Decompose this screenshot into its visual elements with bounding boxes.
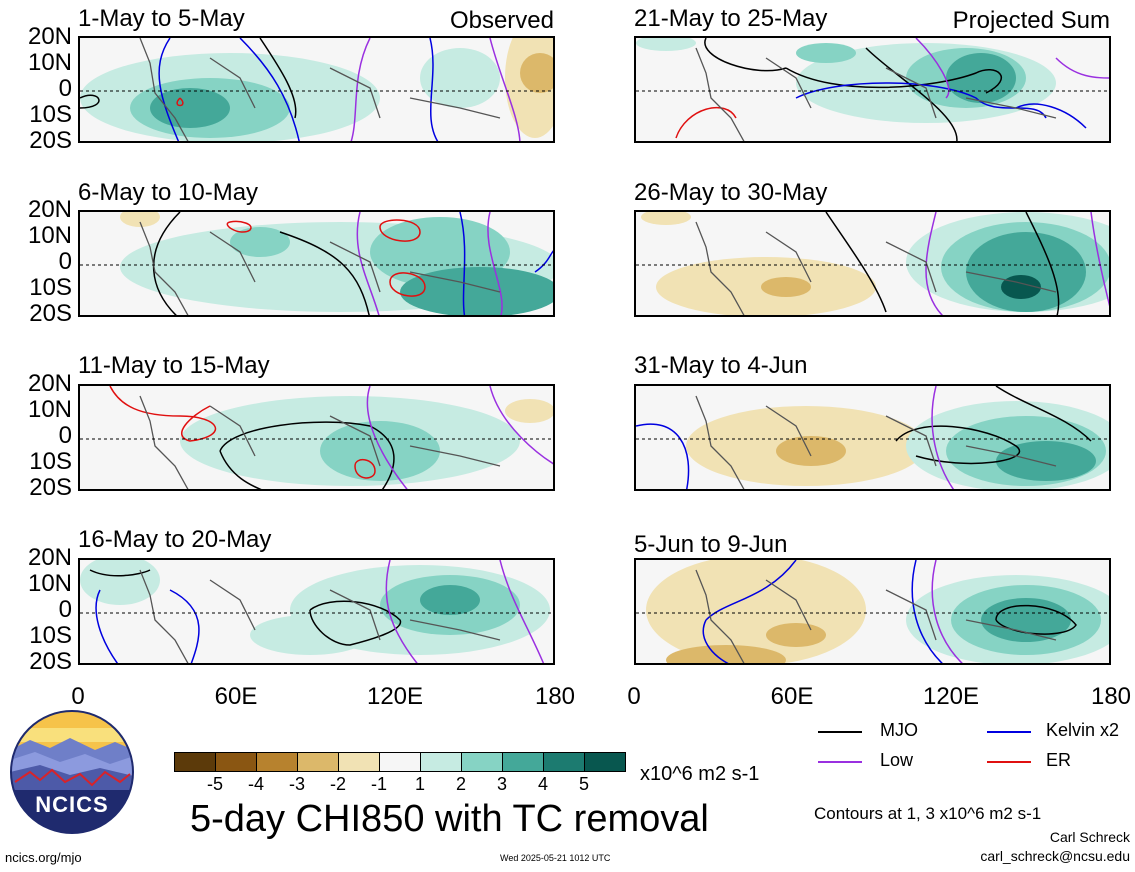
panel-tag-projected: Projected Sum <box>952 7 1110 34</box>
lat-label: 20S <box>29 300 72 327</box>
colorbar-tick-label: -4 <box>247 774 264 794</box>
colorbar-cell <box>461 752 503 772</box>
colorbar-cell <box>584 752 626 772</box>
lat-label: 20N <box>27 23 72 50</box>
colorbar-units: x10^6 m2 s-1 <box>640 763 760 785</box>
panel-title-1: 1-May to 5-May <box>78 5 245 32</box>
panel-title-7: 31-May to 4-Jun <box>634 352 808 379</box>
legend-label-kelvin: Kelvin x2 <box>1046 720 1120 740</box>
panel-title-4: 16-May to 20-May <box>78 526 272 553</box>
lon-label: 0 <box>627 683 641 710</box>
legend-line-er <box>987 761 1031 763</box>
lon-label: 120E <box>366 683 424 710</box>
lon-label: 0 <box>71 683 85 710</box>
colorbar-tick-label: 4 <box>537 774 548 794</box>
legend-label-low: Low <box>880 750 914 770</box>
lon-label: 180 <box>534 683 576 710</box>
panel-title-6: 26-May to 30-May <box>634 179 828 206</box>
map-panel-2 <box>78 210 555 317</box>
lat-label: 10N <box>27 396 72 423</box>
colorbar-cell <box>543 752 585 772</box>
legend-label-mjo: MJO <box>880 720 918 740</box>
author-email: carl_schreck@ncsu.edu <box>980 848 1130 864</box>
lat-label: 10N <box>27 570 72 597</box>
lat-label: 20S <box>29 474 72 501</box>
author-name: Carl Schreck <box>1049 829 1130 845</box>
colorbar-cell <box>297 752 339 772</box>
page-title: 5-day CHI850 with TC removal <box>190 798 709 840</box>
legend-line-mjo <box>818 731 862 733</box>
map-panel-7 <box>634 384 1111 491</box>
map-panel-4 <box>78 558 555 665</box>
lat-label: 10S <box>29 448 72 475</box>
colorbar-cell <box>256 752 298 772</box>
ncics-logo: NCICS <box>10 710 134 834</box>
colorbar-cell <box>379 752 421 772</box>
lat-label: 10N <box>27 49 72 76</box>
colorbar-cell <box>502 752 544 772</box>
lat-label: 10S <box>29 101 72 128</box>
colorbar-cell <box>174 752 216 772</box>
colorbar-tick-label: -1 <box>370 774 387 794</box>
lat-label: 0 <box>58 75 72 102</box>
contour-note: Contours at 1, 3 x10^6 m2 s-1 <box>814 804 1042 823</box>
colorbar-tick-label: 1 <box>414 774 425 794</box>
lon-label: 60E <box>214 683 258 710</box>
lat-label: 0 <box>58 248 72 275</box>
logo-text: NCICS <box>35 792 109 817</box>
lat-label: 10N <box>27 222 72 249</box>
legend-label-er: ER <box>1046 750 1072 770</box>
map-panel-6 <box>634 210 1111 317</box>
colorbar-tick-label: 5 <box>578 774 589 794</box>
panel-title-3: 11-May to 15-May <box>78 352 270 379</box>
panel-tag-observed: Observed <box>449 7 554 34</box>
colorbar-cell <box>215 752 257 772</box>
lat-label: 0 <box>58 596 72 623</box>
lat-label: 20N <box>27 544 72 571</box>
legend-line-kelvin <box>987 731 1031 733</box>
colorbar-cell <box>420 752 462 772</box>
colorbar-tick-label: -5 <box>206 774 223 794</box>
legend-line-low <box>818 761 862 763</box>
colorbar-cell <box>338 752 380 772</box>
lon-label: 60E <box>770 683 814 710</box>
lat-label: 0 <box>58 422 72 449</box>
map-panel-8 <box>634 558 1111 665</box>
colorbar-tick-label: 2 <box>455 774 466 794</box>
timestamp: Wed 2025-05-21 1012 UTC <box>500 853 611 863</box>
colorbar-tick-label: -3 <box>288 774 305 794</box>
lat-label: 10S <box>29 274 72 301</box>
panel-title-5: 21-May to 25-May <box>634 5 828 32</box>
colorbar-tick-label: -2 <box>329 774 346 794</box>
lat-label: 20N <box>27 196 72 223</box>
map-panel-5 <box>634 36 1111 143</box>
map-panel-1 <box>78 36 555 143</box>
lat-label: 20S <box>29 648 72 675</box>
source-url[interactable]: ncics.org/mjo <box>5 850 82 865</box>
map-panel-3 <box>78 384 555 491</box>
panel-title-2: 6-May to 10-May <box>78 179 259 206</box>
lon-label: 180 <box>1090 683 1132 710</box>
lon-label: 120E <box>922 683 980 710</box>
lat-label: 20S <box>29 127 72 154</box>
lat-label: 10S <box>29 622 72 649</box>
colorbar-tick-label: 3 <box>496 774 507 794</box>
lat-label: 20N <box>27 370 72 397</box>
panel-title-8: 5-Jun to 9-Jun <box>634 531 788 558</box>
